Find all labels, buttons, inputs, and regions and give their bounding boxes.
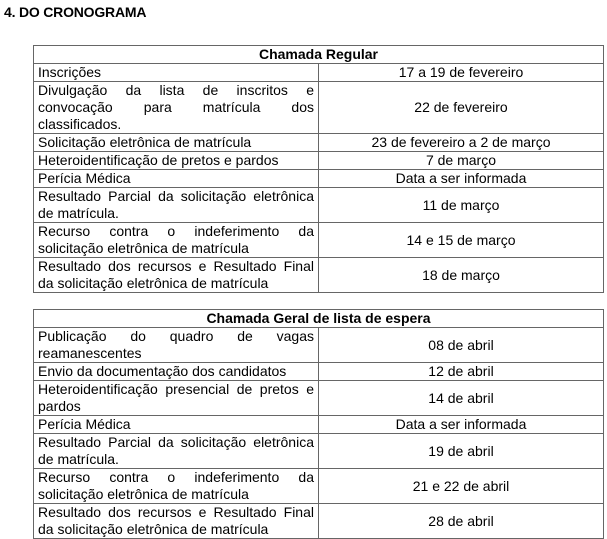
- date-cell: 28 de abril: [318, 503, 604, 539]
- event-cell: Perícia Médica: [33, 169, 319, 188]
- table-heading: Chamada Regular: [33, 45, 604, 64]
- date-cell: 14 de abril: [318, 380, 604, 416]
- date-cell: 21 e 22 de abril: [318, 468, 604, 504]
- table-row: Resultado Parcial da solicitação eletrôn…: [33, 433, 604, 469]
- date-cell: 19 de abril: [318, 433, 604, 469]
- event-cell: Resultado dos recursos e Resultado Final…: [33, 257, 319, 293]
- date-cell: 18 de março: [318, 257, 604, 293]
- date-cell: 23 de fevereiro a 2 de março: [318, 133, 604, 152]
- table-row: Heteroidentificação de pretos e pardos 7 …: [33, 151, 604, 170]
- date-cell: 08 de abril: [318, 327, 604, 363]
- date-cell: 7 de março: [318, 151, 604, 170]
- event-cell: Resultado Parcial da solicitação eletrôn…: [33, 433, 319, 469]
- date-cell: 11 de março: [318, 187, 604, 223]
- table-row: Publicação do quadro de vagas reamanesce…: [33, 327, 604, 363]
- event-cell: Recurso contra o indeferimento da solici…: [33, 468, 319, 504]
- date-cell: Data a ser informada: [318, 415, 604, 434]
- event-cell: Publicação do quadro de vagas reamanesce…: [33, 327, 319, 363]
- event-cell: Solicitação eletrônica de matrícula: [33, 133, 319, 152]
- event-cell: Heteroidentificação de pretos e pardos: [33, 151, 319, 170]
- chamada-geral-table: Chamada Geral de lista de espera Publica…: [33, 309, 604, 539]
- table-row: Solicitação eletrônica de matrícula 23 de…: [33, 133, 604, 152]
- date-cell: 14 e 15 de março: [318, 222, 604, 258]
- event-cell: Envio da documentação dos candidatos: [33, 362, 319, 381]
- section-title: 4. DO CRONOGRAMA: [4, 4, 147, 20]
- date-cell: 12 de abril: [318, 362, 604, 381]
- table-row: Divulgação da lista de inscritos e convo…: [33, 81, 604, 134]
- table-heading: Chamada Geral de lista de espera: [33, 309, 604, 328]
- table-row: Recurso contra o indeferimento da solici…: [33, 222, 604, 258]
- table-row: Perícia Médica Data a ser informada: [33, 169, 604, 188]
- event-cell: Resultado Parcial da solicitação eletrôn…: [33, 187, 319, 223]
- event-cell: Perícia Médica: [33, 415, 319, 434]
- table-row: Inscrições 17 a 19 de fevereiro: [33, 63, 604, 82]
- table-row: Resultado dos recursos e Resultado Final…: [33, 503, 604, 539]
- table-row: Perícia Médica Data a ser informada: [33, 415, 604, 434]
- event-cell: Divulgação da lista de inscritos e convo…: [33, 81, 319, 134]
- date-cell: 22 de fevereiro: [318, 81, 604, 134]
- event-cell: Resultado dos recursos e Resultado Final…: [33, 503, 319, 539]
- table-row: Heteroidentificação presencial de pretos…: [33, 380, 604, 416]
- event-cell: Inscrições: [33, 63, 319, 82]
- event-cell: Heteroidentificação presencial de pretos…: [33, 380, 319, 416]
- chamada-regular-table: Chamada Regular Inscrições 17 a 19 de fev…: [33, 45, 604, 293]
- table-row: Envio da documentação dos candidatos 12 d…: [33, 362, 604, 381]
- date-cell: 17 a 19 de fevereiro: [318, 63, 604, 82]
- event-cell: Recurso contra o indeferimento da solici…: [33, 222, 319, 258]
- table-row: Recurso contra o indeferimento da solici…: [33, 468, 604, 504]
- table-row: Resultado dos recursos e Resultado Final…: [33, 257, 604, 293]
- table-row: Resultado Parcial da solicitação eletrôn…: [33, 187, 604, 223]
- date-cell: Data a ser informada: [318, 169, 604, 188]
